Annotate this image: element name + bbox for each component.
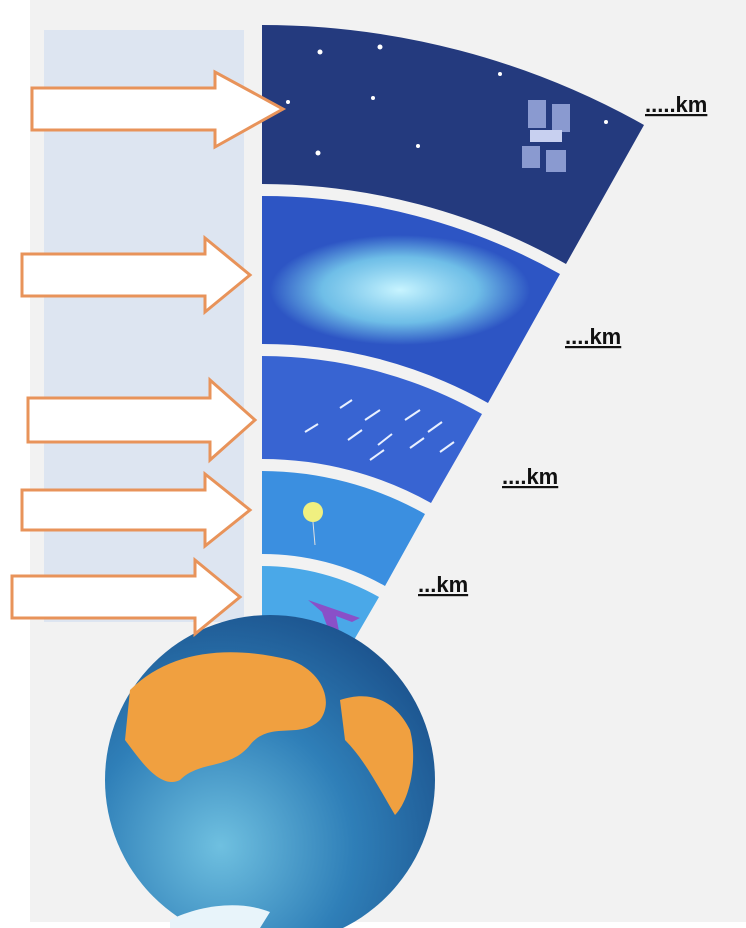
satellite xyxy=(522,100,570,172)
mesosphere xyxy=(262,356,482,503)
airplane xyxy=(308,600,360,636)
arrows xyxy=(10,69,287,638)
arrow xyxy=(20,234,253,316)
continent xyxy=(340,696,414,815)
stratosphere xyxy=(262,471,425,586)
height-label: .....km xyxy=(645,92,707,117)
meteors xyxy=(304,399,455,461)
aurora xyxy=(270,235,530,345)
balloon xyxy=(303,502,323,522)
height-label: ....km xyxy=(565,324,621,349)
height-label: ....km xyxy=(502,464,558,489)
continent xyxy=(125,652,326,782)
arrow xyxy=(30,69,287,150)
height-label: ...km xyxy=(418,572,468,597)
balloon-string xyxy=(312,521,316,546)
exosphere xyxy=(262,24,644,264)
arrow xyxy=(26,376,258,464)
arrow xyxy=(20,470,253,550)
stars xyxy=(286,44,608,156)
arrow xyxy=(10,556,243,638)
ice xyxy=(170,905,270,928)
